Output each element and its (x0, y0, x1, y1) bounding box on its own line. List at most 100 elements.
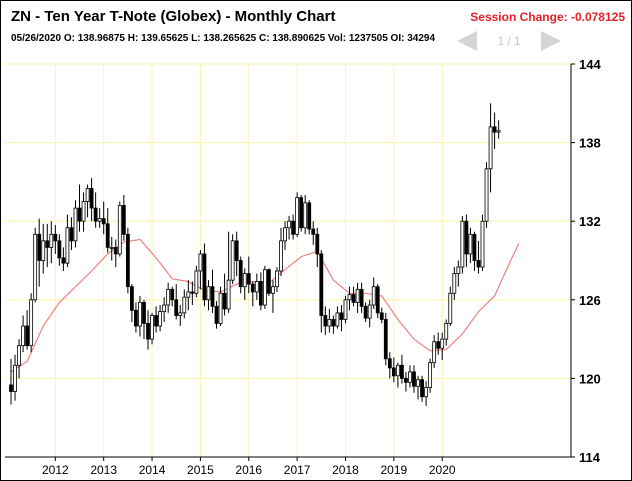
candle (17, 339, 21, 379)
candle-body-down (37, 233, 42, 261)
y-tick-label: 114 (579, 450, 601, 465)
candle (218, 286, 223, 326)
x-tick-label: 2013 (90, 463, 117, 477)
candle-body-down (214, 305, 219, 324)
candle (129, 284, 134, 323)
candle (125, 227, 130, 294)
candle-body-up (440, 338, 445, 349)
x-tick-label: 2015 (187, 463, 214, 477)
candle (303, 195, 308, 235)
candle-body-down (69, 227, 74, 242)
candle (178, 305, 183, 326)
candle (258, 272, 263, 311)
candle-body-down (299, 197, 304, 229)
candle (327, 308, 332, 333)
candle (89, 177, 94, 222)
candle (367, 299, 372, 328)
ohlc-info-line: 05/26/2020 O: 138.96875 H: 139.65625 L: … (11, 33, 436, 44)
candle (65, 214, 70, 268)
candle-body-down (246, 273, 251, 285)
candle (275, 267, 279, 292)
candle (468, 227, 473, 264)
candle (174, 284, 179, 320)
candle (371, 277, 376, 309)
candle-body-up (408, 371, 412, 383)
pager: 1 / 1 (453, 29, 565, 53)
candle-body-down (89, 188, 94, 209)
candle-body-down (174, 299, 179, 316)
page-indicator: 1 / 1 (497, 34, 521, 48)
candle (440, 332, 445, 361)
candle (488, 103, 493, 193)
candle (170, 286, 175, 307)
candle-body-up (484, 168, 489, 222)
candle (279, 227, 283, 277)
y-tick-label: 144 (579, 57, 601, 72)
candle-body-down (125, 233, 130, 288)
candle (319, 250, 324, 333)
candle-body-down (101, 218, 106, 225)
candle-body-up (226, 279, 231, 310)
candle-body-down (105, 223, 110, 248)
candle-body-up (178, 312, 183, 316)
y-tick-label: 138 (579, 136, 601, 151)
candle-body-down (476, 260, 481, 268)
candle (101, 201, 106, 235)
candle (472, 231, 477, 271)
candle-body-up (158, 311, 163, 327)
candle-body-down (319, 253, 324, 316)
candle (41, 223, 46, 274)
candle-body-up (73, 207, 78, 242)
candle (448, 286, 453, 326)
candle-body-down (129, 286, 134, 311)
candle (271, 280, 275, 313)
candle (412, 365, 416, 393)
candle (202, 243, 207, 307)
candle (464, 214, 469, 268)
candle-body-down (267, 269, 271, 294)
candle (21, 315, 25, 353)
candle (246, 256, 251, 294)
candle-body-up (17, 345, 21, 366)
candle-body-down (57, 240, 62, 259)
candle-body-down (121, 205, 126, 235)
candle (311, 221, 316, 245)
candle (267, 268, 271, 296)
x-tick-label: 2014 (139, 463, 166, 477)
candle-body-up (367, 304, 372, 319)
candle-body-down (25, 325, 30, 347)
candle-body-down (77, 207, 82, 222)
candle (234, 231, 239, 277)
candle (420, 375, 424, 402)
candle-body-up (343, 299, 348, 320)
candle-body-down (492, 126, 497, 133)
candle (254, 273, 259, 300)
candle (73, 200, 78, 248)
candle-body-up (303, 202, 308, 229)
candle (242, 268, 247, 300)
candle-body-up (262, 269, 267, 306)
candle (226, 231, 231, 313)
previous-page-arrow-icon[interactable] (457, 31, 477, 51)
candle (113, 239, 118, 268)
session-change-label: Session Change: -0.078125 (470, 10, 625, 24)
candle-body-down (307, 202, 312, 230)
candle (444, 319, 449, 346)
candle-body-down (190, 291, 195, 294)
candle-body-down (412, 371, 416, 387)
candle (339, 305, 344, 332)
candle (287, 215, 291, 240)
candle (250, 281, 255, 307)
candle-body-up (162, 304, 167, 312)
candle-body-down (464, 220, 469, 255)
candle-body-down (339, 312, 344, 320)
candle (138, 295, 142, 337)
candle-body-down (146, 322, 150, 340)
candle-body-up (150, 315, 154, 340)
candle (404, 371, 408, 392)
candle (387, 352, 392, 379)
candle (363, 302, 368, 323)
next-page-arrow-icon[interactable] (541, 31, 561, 51)
